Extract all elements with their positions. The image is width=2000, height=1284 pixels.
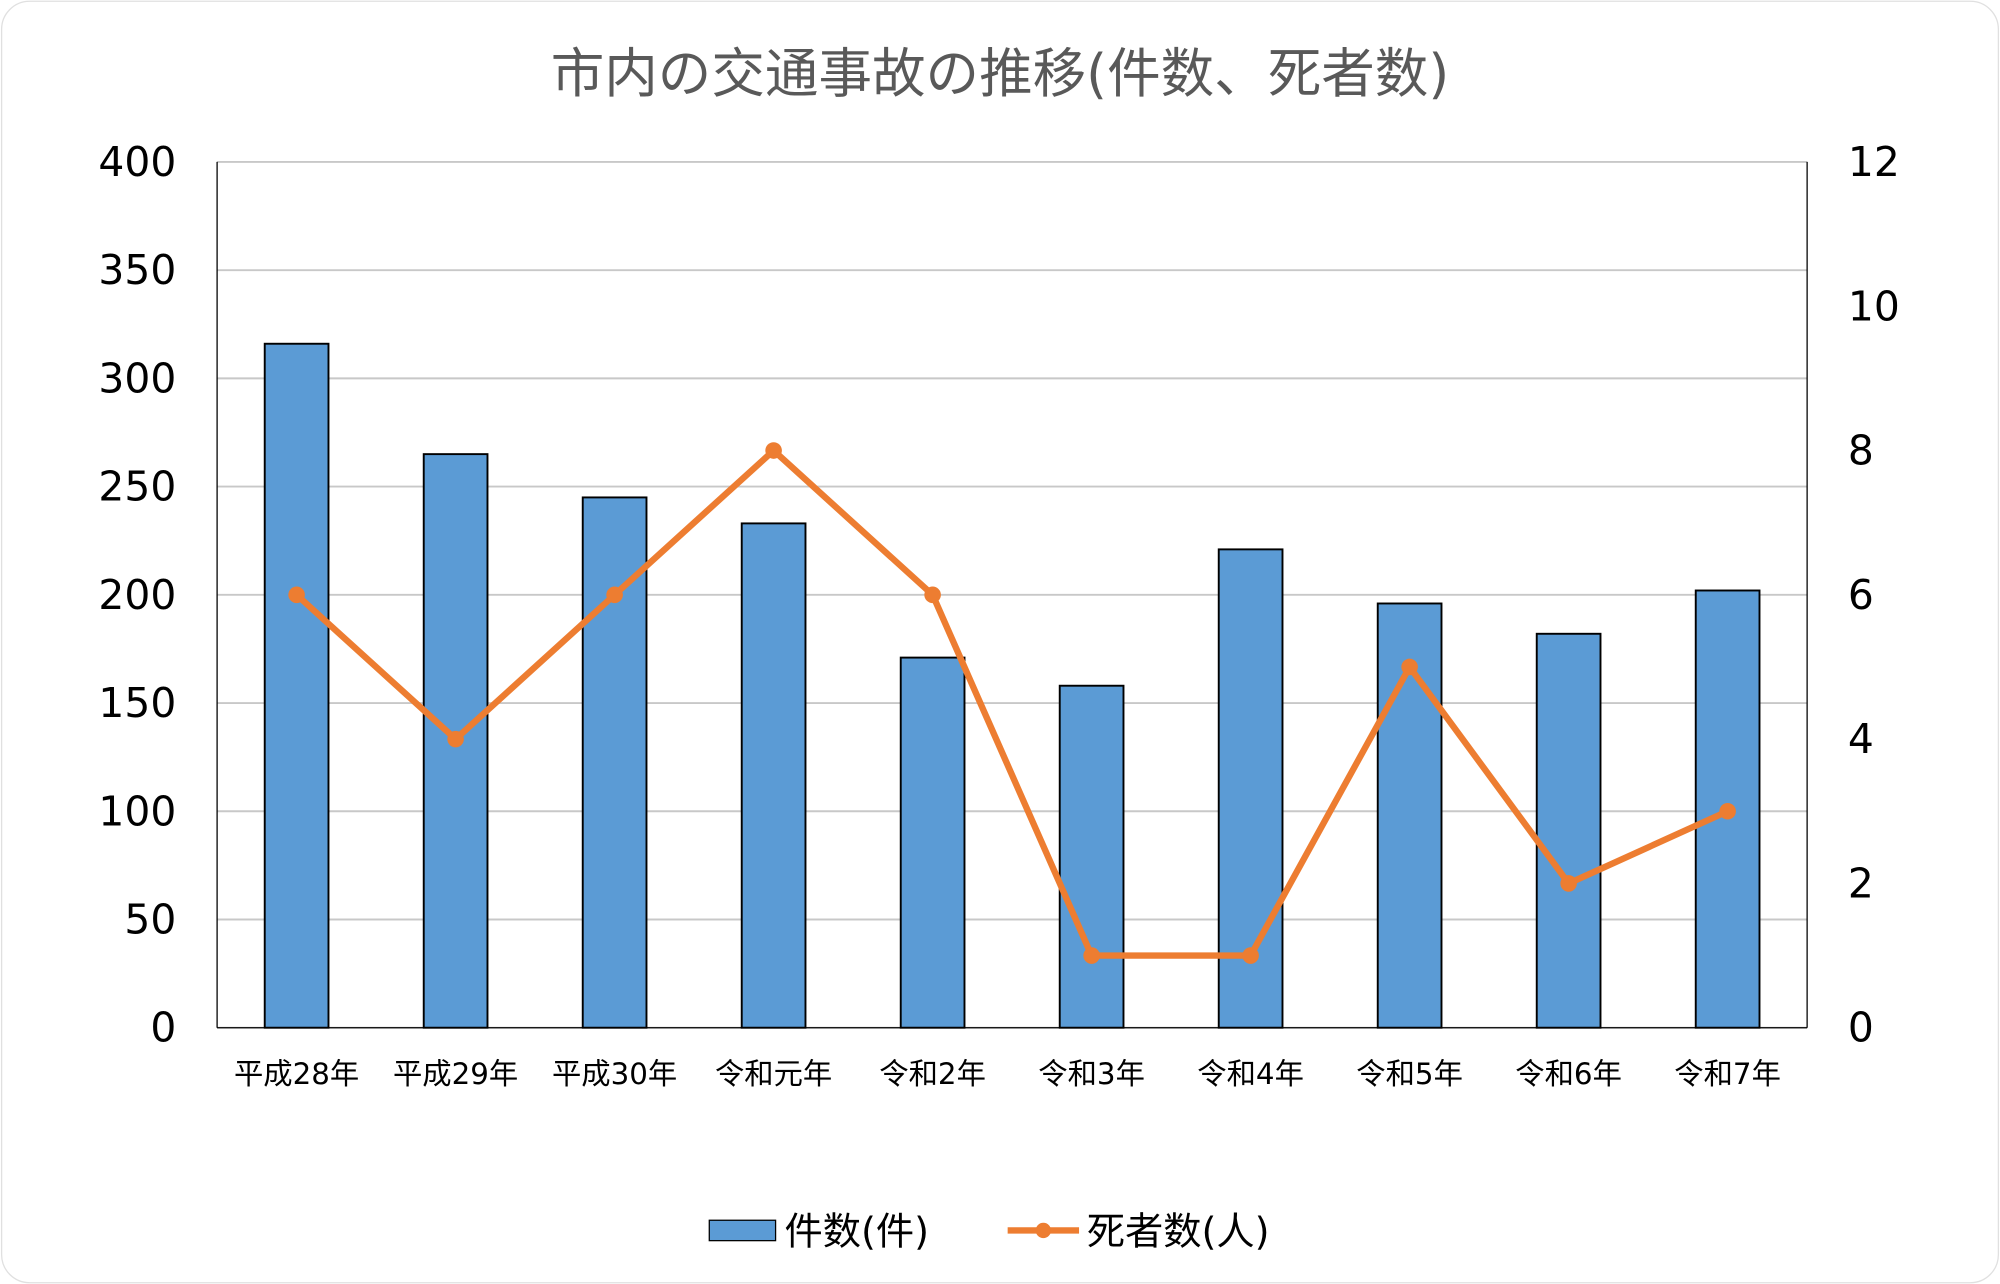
deaths-marker <box>447 730 464 748</box>
y-left-tick-label: 100 <box>98 787 176 835</box>
y-left-tick-label: 300 <box>98 354 176 402</box>
y-left-tick-label: 350 <box>98 246 176 294</box>
y-left-tick-label: 250 <box>98 463 176 511</box>
y-right-tick-label: 6 <box>1848 571 1874 619</box>
deaths-marker <box>1083 947 1100 964</box>
deaths-marker <box>1560 875 1577 892</box>
deaths-marker <box>924 586 941 604</box>
x-tick-label: 令和4年 <box>1197 1057 1304 1091</box>
deaths-marker <box>765 442 782 459</box>
y-left-tick-label: 200 <box>98 571 176 619</box>
y-right-tick-label: 10 <box>1848 282 1900 330</box>
chart-title: 市内の交通事故の推移(件数、死者数) <box>551 42 1450 105</box>
y-right-tick-label: 4 <box>1848 715 1874 763</box>
deaths-marker <box>1401 658 1418 676</box>
bar <box>263 342 330 1029</box>
deaths-marker <box>1242 947 1259 964</box>
x-tick-label: 平成29年 <box>393 1057 518 1091</box>
y-left-tick-label: 50 <box>124 896 176 944</box>
legend-bar-swatch <box>708 1219 777 1242</box>
x-tick-label: 令和3年 <box>1038 1057 1145 1091</box>
y-left-tick-label: 150 <box>98 679 176 727</box>
deaths-marker <box>288 586 305 604</box>
bar <box>740 522 807 1029</box>
bar <box>1058 684 1125 1029</box>
y-right-tick-label: 2 <box>1848 859 1874 907</box>
x-tick-label: 平成30年 <box>552 1057 677 1091</box>
x-tick-label: 平成28年 <box>234 1057 359 1091</box>
x-tick-label: 令和2年 <box>879 1057 986 1091</box>
y-right-tick-label: 8 <box>1848 427 1874 475</box>
legend-label-deaths: 死者数(人) <box>1087 1209 1270 1254</box>
x-tick-label: 令和7年 <box>1674 1057 1781 1091</box>
deaths-marker <box>606 586 623 604</box>
bar <box>581 496 648 1029</box>
y-right-tick-label: 0 <box>1848 1004 1874 1052</box>
x-tick-label: 令和元年 <box>715 1057 832 1091</box>
x-tick-label: 令和6年 <box>1515 1057 1622 1091</box>
deaths-line <box>294 447 1729 959</box>
bar <box>899 656 966 1029</box>
y-right-tick-label: 12 <box>1848 138 1900 186</box>
x-tick-label: 令和5年 <box>1356 1057 1463 1091</box>
y-left-tick-label: 400 <box>98 138 176 186</box>
legend: 件数(件) 死者数(人) <box>708 1209 1270 1254</box>
deaths-marker <box>1719 802 1736 820</box>
legend-label-count: 件数(件) <box>785 1209 930 1254</box>
y-left-tick-label: 0 <box>150 1004 176 1052</box>
bar <box>1535 632 1602 1029</box>
legend-line-marker <box>1035 1222 1052 1239</box>
